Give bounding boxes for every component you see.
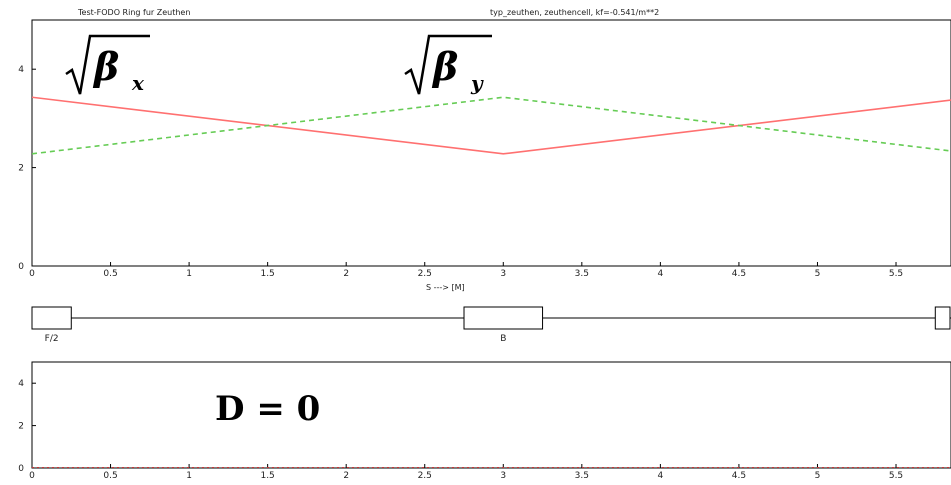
beta-x-tick-label: 1.5 — [260, 269, 274, 279]
dispersion-x-axis-ticks: 0 0.5 1 1.5 2 2.5 3 3.5 4 4.5 5 5.5 — [29, 464, 903, 481]
dispersion-y-tick-label: 4 — [18, 379, 24, 389]
dispersion-x-tick-label: 3 — [500, 471, 506, 481]
beta-x-tick-label: 3.5 — [575, 269, 589, 279]
beta-plot-frame — [31, 19, 951, 267]
lattice-elements: F/2 B — [31, 306, 951, 344]
beta-x-subscript: x — [131, 71, 145, 95]
beta-x-axis-title: S ---> [M] — [426, 283, 465, 292]
beta-x-tick-label: 5.5 — [889, 269, 903, 279]
beta-x-tick-label: 5 — [815, 269, 821, 279]
beta-y-formula: β y — [404, 34, 492, 95]
header-title-right: typ_zeuthen, zeuthencell, kf=-0.541/m**2 — [490, 8, 659, 17]
magnet-block — [31, 306, 72, 330]
dispersion-x-tick-label: 2 — [343, 471, 349, 481]
beta-x-tick-label: 4.5 — [732, 269, 746, 279]
beta-x-tick-label: 1 — [186, 269, 192, 279]
dispersion-plot-frame — [31, 361, 951, 469]
magnet-block — [463, 306, 544, 330]
beta-x-symbol: β — [92, 44, 119, 89]
beta-y-subscript: y — [470, 71, 484, 95]
beta-y-tick-label: 2 — [18, 164, 24, 174]
beta-x-tick-label: 2 — [343, 269, 349, 279]
beta-series-line-1 — [32, 96, 951, 155]
beta-x-axis-ticks: 0 0.5 1 1.5 2 2.5 3 3.5 4 4.5 5 5.5 — [29, 262, 903, 279]
dispersion-label: D = 0 — [215, 389, 320, 429]
dispersion-x-tick-label: 0.5 — [103, 471, 117, 481]
dispersion-x-tick-label: 1.5 — [260, 471, 274, 481]
beta-x-tick-label: 0 — [29, 269, 35, 279]
beta-x-tick-label: 2.5 — [418, 269, 432, 279]
beta-x-tick-label: 4 — [658, 269, 664, 279]
beta-x-tick-label: 0.5 — [103, 269, 117, 279]
sqrt-sign-x — [65, 34, 150, 95]
dispersion-x-tick-label: 3.5 — [575, 471, 589, 481]
dispersion-x-tick-label: 1 — [186, 471, 192, 481]
dispersion-x-tick-label: 5.5 — [889, 471, 903, 481]
magnet-block — [934, 306, 951, 330]
beta-x-formula: β x — [65, 34, 150, 95]
beta-x-tick-label: 3 — [500, 269, 506, 279]
dispersion-x-tick-label: 0 — [29, 471, 35, 481]
dispersion-x-tick-label: 4 — [658, 471, 664, 481]
dispersion-y-tick-label: 2 — [18, 422, 24, 432]
beta-y-tick-label: 0 — [18, 262, 24, 272]
beta-y-tick-label: 4 — [18, 65, 24, 75]
dispersion-y-tick-label: 0 — [18, 464, 24, 474]
dispersion-y-axis-ticks: 0 2 4 — [18, 379, 36, 474]
beta-y-symbol: β — [431, 44, 458, 89]
header-title-left: Test-FODO Ring fur Zeuthen — [77, 8, 190, 17]
dispersion-x-tick-label: 5 — [815, 471, 821, 481]
beta-series-group — [32, 96, 951, 155]
beta-y-axis-ticks: 0 2 4 — [18, 65, 36, 272]
beta-series-line-0 — [32, 96, 951, 155]
magnet-label: B — [500, 334, 506, 344]
dispersion-x-tick-label: 4.5 — [732, 471, 746, 481]
dispersion-x-tick-label: 2.5 — [418, 471, 432, 481]
magnet-label: F/2 — [45, 334, 59, 344]
sqrt-sign-y — [404, 34, 492, 95]
